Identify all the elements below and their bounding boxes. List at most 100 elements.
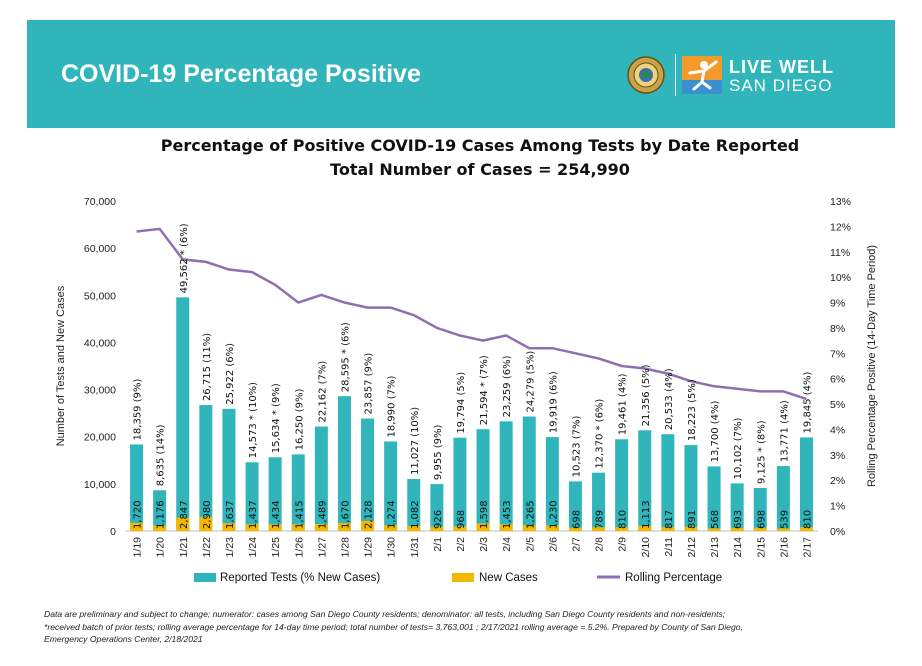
tests-bar <box>476 429 490 531</box>
y2-tick-label: 7% <box>830 348 845 360</box>
tests-bar <box>337 396 351 531</box>
x-tick-label: 1/28 <box>339 537 351 558</box>
x-tick-label: 2/1 <box>432 537 444 552</box>
new-cases-bar <box>430 526 444 531</box>
y2-tick-label: 3% <box>830 450 845 462</box>
page-title: COVID-19 Percentage Positive <box>61 60 421 88</box>
logo-text-line1: LIVE WELL <box>729 57 834 77</box>
x-tick-label: 1/21 <box>178 537 190 558</box>
tests-bar <box>799 437 813 531</box>
x-tick-label: 1/19 <box>132 537 144 558</box>
tests-data-label: 28,595 * (6%) <box>340 322 351 392</box>
x-tick-label: 2/3 <box>478 537 490 552</box>
new-cases-bar <box>592 527 606 531</box>
tests-bar <box>384 441 398 531</box>
new-cases-data-label: 810 <box>802 510 813 529</box>
tests-bar <box>753 487 767 531</box>
new-cases-data-label: 698 <box>571 510 582 529</box>
tests-data-label: 19,461 (4%) <box>618 373 629 435</box>
tests-bar <box>314 426 328 531</box>
x-tick-label: 1/26 <box>293 537 305 558</box>
x-tick-label: 1/24 <box>247 537 259 558</box>
chart-title: Percentage of Positive COVID-19 Cases Am… <box>160 136 800 155</box>
y2-tick-label: 8% <box>830 323 845 335</box>
x-tick-label: 2/2 <box>455 537 467 552</box>
tests-data-label: 25,922 (6%) <box>225 343 236 405</box>
footnote-line: Emergency Operations Center, 2/18/2021 <box>44 634 203 644</box>
x-tick-label: 1/25 <box>270 537 282 558</box>
y2-tick-label: 10% <box>830 272 851 284</box>
tests-bar <box>638 430 652 531</box>
x-tick-label: 1/22 <box>201 537 213 558</box>
y-tick-label: 40,000 <box>84 337 116 349</box>
legend-swatch-tests <box>194 573 216 582</box>
new-cases-bar <box>776 528 790 531</box>
tests-data-label: 18,223 (5%) <box>687 379 698 441</box>
new-cases-data-label: 810 <box>618 510 629 529</box>
tests-bar <box>522 416 536 531</box>
y2-tick-label: 9% <box>830 298 845 310</box>
tests-bar <box>661 434 675 531</box>
tests-data-label: 18,990 (7%) <box>387 376 398 438</box>
tests-bar <box>430 484 444 531</box>
new-cases-bar <box>545 525 559 531</box>
new-cases-data-label: 568 <box>710 510 721 529</box>
new-cases-bar <box>384 524 398 531</box>
rolling-percentage-line <box>136 227 807 401</box>
new-cases-bar <box>314 523 328 531</box>
new-cases-bar <box>799 527 813 531</box>
tests-bar <box>176 297 190 531</box>
x-tick-label: 1/30 <box>386 537 398 558</box>
new-cases-data-label: 539 <box>779 510 790 529</box>
new-cases-bar <box>337 523 351 531</box>
new-cases-bar <box>753 527 767 531</box>
new-cases-data-label: 1,598 <box>479 500 490 529</box>
tests-data-label: 8,635 (14%) <box>156 424 167 486</box>
tests-data-label: 16,250 (9%) <box>294 388 305 450</box>
new-cases-bar <box>153 525 167 531</box>
x-tick-label: 2/6 <box>547 537 559 552</box>
tests-data-label: 9,125 * (8%) <box>756 420 767 484</box>
y2-tick-label: 1% <box>830 501 845 513</box>
county-seal-icon <box>627 56 665 94</box>
y2-tick-label: 13% <box>830 196 851 208</box>
new-cases-data-label: 1,274 <box>387 500 398 529</box>
x-tick-label: 2/17 <box>801 537 813 558</box>
y2-tick-label: 11% <box>830 247 850 259</box>
new-cases-data-label: 891 <box>687 510 698 529</box>
new-cases-bar <box>707 528 721 531</box>
tests-bar <box>707 466 721 531</box>
x-tick-label: 2/4 <box>501 537 513 552</box>
legend-swatch-new-cases <box>452 573 474 582</box>
new-cases-data-label: 789 <box>595 510 606 529</box>
tests-bar <box>130 444 144 531</box>
tests-bar <box>407 479 421 531</box>
tests-bar <box>592 472 606 531</box>
tests-bar <box>568 481 582 531</box>
legend-label-tests: Reported Tests (% New Cases) <box>220 572 380 584</box>
y2-tick-label: 0% <box>830 526 845 538</box>
tests-bar <box>199 405 213 531</box>
new-cases-data-label: 1,230 <box>548 500 559 529</box>
y-tick-label: 30,000 <box>84 385 116 397</box>
y-tick-label: 0 <box>110 526 116 538</box>
x-tick-label: 2/12 <box>686 537 698 558</box>
x-tick-label: 1/23 <box>224 537 236 558</box>
tests-bar <box>499 421 513 531</box>
new-cases-data-label: 1,434 <box>271 500 282 529</box>
tests-data-label: 15,634 * (9%) <box>271 383 282 453</box>
tests-bar <box>222 408 236 531</box>
tests-bar <box>245 462 259 531</box>
tests-data-label: 18,359 (9%) <box>133 379 144 441</box>
new-cases-bar <box>199 516 213 531</box>
legend-label-rolling: Rolling Percentage <box>625 572 722 584</box>
new-cases-bar <box>222 523 236 531</box>
x-tick-label: 2/13 <box>709 537 721 558</box>
new-cases-data-label: 926 <box>433 510 444 529</box>
new-cases-bar <box>361 520 375 531</box>
y-tick-label: 70,000 <box>84 196 116 208</box>
x-tick-label: 2/7 <box>570 537 582 552</box>
tests-data-label: 11,027 (10%) <box>410 407 421 475</box>
new-cases-data-label: 698 <box>756 510 767 529</box>
tests-bar <box>545 437 559 531</box>
